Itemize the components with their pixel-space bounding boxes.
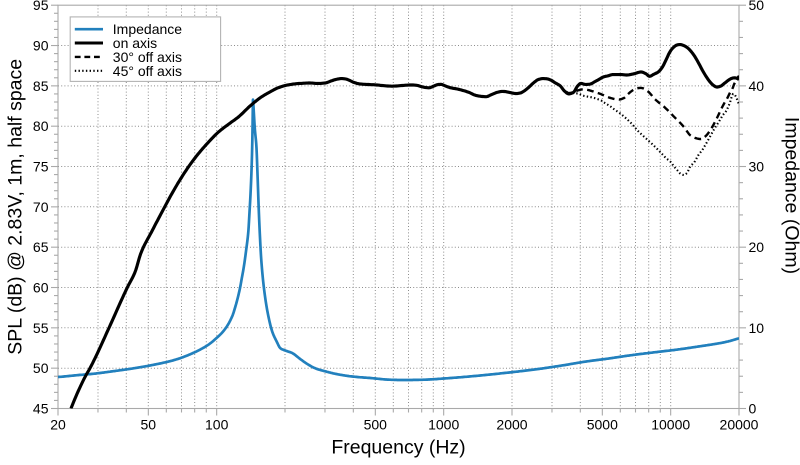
svg-text:50: 50 <box>141 417 157 433</box>
svg-text:75: 75 <box>33 159 49 175</box>
svg-text:5000: 5000 <box>587 417 618 433</box>
svg-text:90: 90 <box>33 38 49 54</box>
svg-text:80: 80 <box>33 118 49 134</box>
svg-text:50: 50 <box>33 360 49 376</box>
svg-text:Frequency (Hz): Frequency (Hz) <box>331 437 465 459</box>
svg-text:45° off axis: 45° off axis <box>113 63 182 79</box>
svg-text:100: 100 <box>205 417 229 433</box>
svg-text:70: 70 <box>33 199 49 215</box>
svg-text:60: 60 <box>33 280 49 296</box>
svg-text:20000: 20000 <box>720 417 759 433</box>
svg-text:95: 95 <box>33 0 49 13</box>
svg-text:SPL (dB) @ 2.83V, 1m, half spa: SPL (dB) @ 2.83V, 1m, half space <box>4 59 26 355</box>
svg-text:50: 50 <box>749 0 765 13</box>
svg-text:1000: 1000 <box>428 417 459 433</box>
svg-text:30: 30 <box>749 159 765 175</box>
svg-text:45: 45 <box>33 401 49 417</box>
svg-text:65: 65 <box>33 239 49 255</box>
svg-text:500: 500 <box>364 417 388 433</box>
svg-text:2000: 2000 <box>496 417 527 433</box>
svg-text:20: 20 <box>50 417 66 433</box>
svg-text:20: 20 <box>749 239 765 255</box>
svg-text:55: 55 <box>33 320 49 336</box>
svg-text:Impedance (Ohm): Impedance (Ohm) <box>781 117 800 274</box>
svg-text:10000: 10000 <box>651 417 690 433</box>
svg-text:85: 85 <box>33 78 49 94</box>
svg-text:10: 10 <box>749 320 765 336</box>
svg-text:40: 40 <box>749 78 765 94</box>
svg-text:0: 0 <box>749 401 757 417</box>
